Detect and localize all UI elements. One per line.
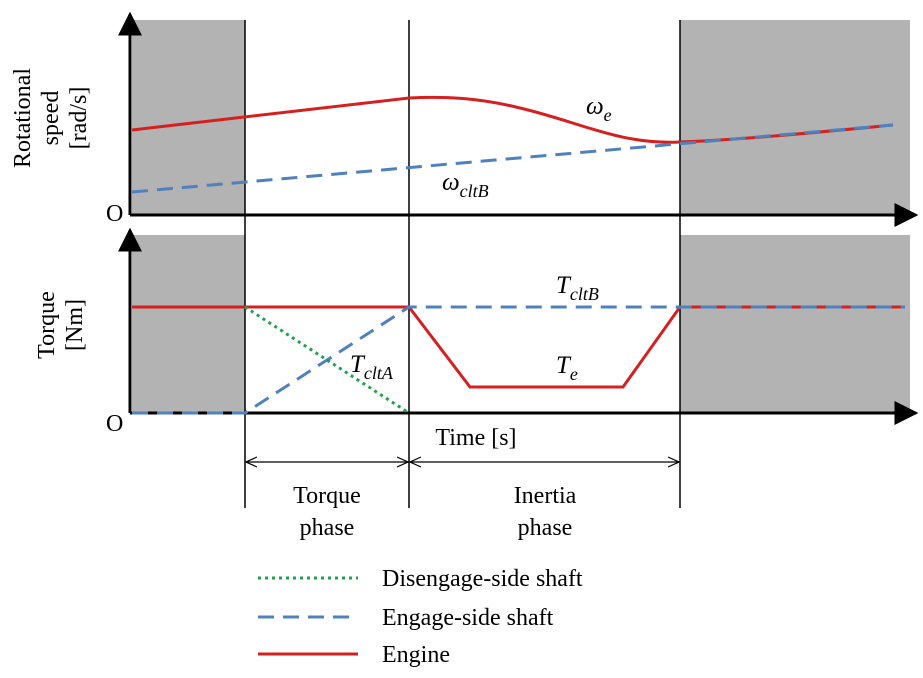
shaded-regions	[132, 20, 910, 413]
phase-label: Torque	[293, 483, 361, 509]
engine-torque-curve	[132, 305, 905, 389]
curve-label: ωe	[586, 93, 612, 125]
phase-label: phase	[518, 515, 573, 541]
curve-label: ωcltB	[442, 169, 489, 201]
legend-label: Engine	[382, 642, 450, 668]
origin-label: O	[106, 201, 123, 227]
y-label-line: Torque	[34, 291, 60, 359]
legend-label: Engage-side shaft	[382, 605, 554, 631]
engage-speed-curve	[131, 123, 894, 194]
legend-label: Disengage-side shaft	[382, 566, 583, 592]
axes	[118, 11, 919, 425]
y-label-line: [Nm]	[62, 299, 88, 351]
legend: Disengage-side shaft Engage-side shaft E…	[258, 566, 583, 668]
curve-label: TcltA	[350, 351, 394, 383]
curve-label: Te	[556, 352, 578, 384]
engage-torque-curve	[132, 305, 905, 415]
y-label-line: speed	[38, 91, 64, 146]
bottom-y-label: Torque [Nm]	[34, 291, 88, 359]
phase-label: Inertia	[514, 483, 577, 509]
top-y-label: Rotational speed [rad/s]	[10, 68, 92, 168]
x-axis-label: Time [s]	[435, 425, 516, 451]
phase-dividers	[244, 20, 681, 508]
y-label-line: [rad/s]	[66, 87, 92, 150]
phase-label: phase	[300, 515, 355, 541]
curve-label: TcltB	[556, 272, 599, 304]
y-label-line: Rotational	[10, 68, 36, 168]
origin-label: O	[106, 411, 123, 437]
disengage-torque-curve	[244, 305, 410, 415]
